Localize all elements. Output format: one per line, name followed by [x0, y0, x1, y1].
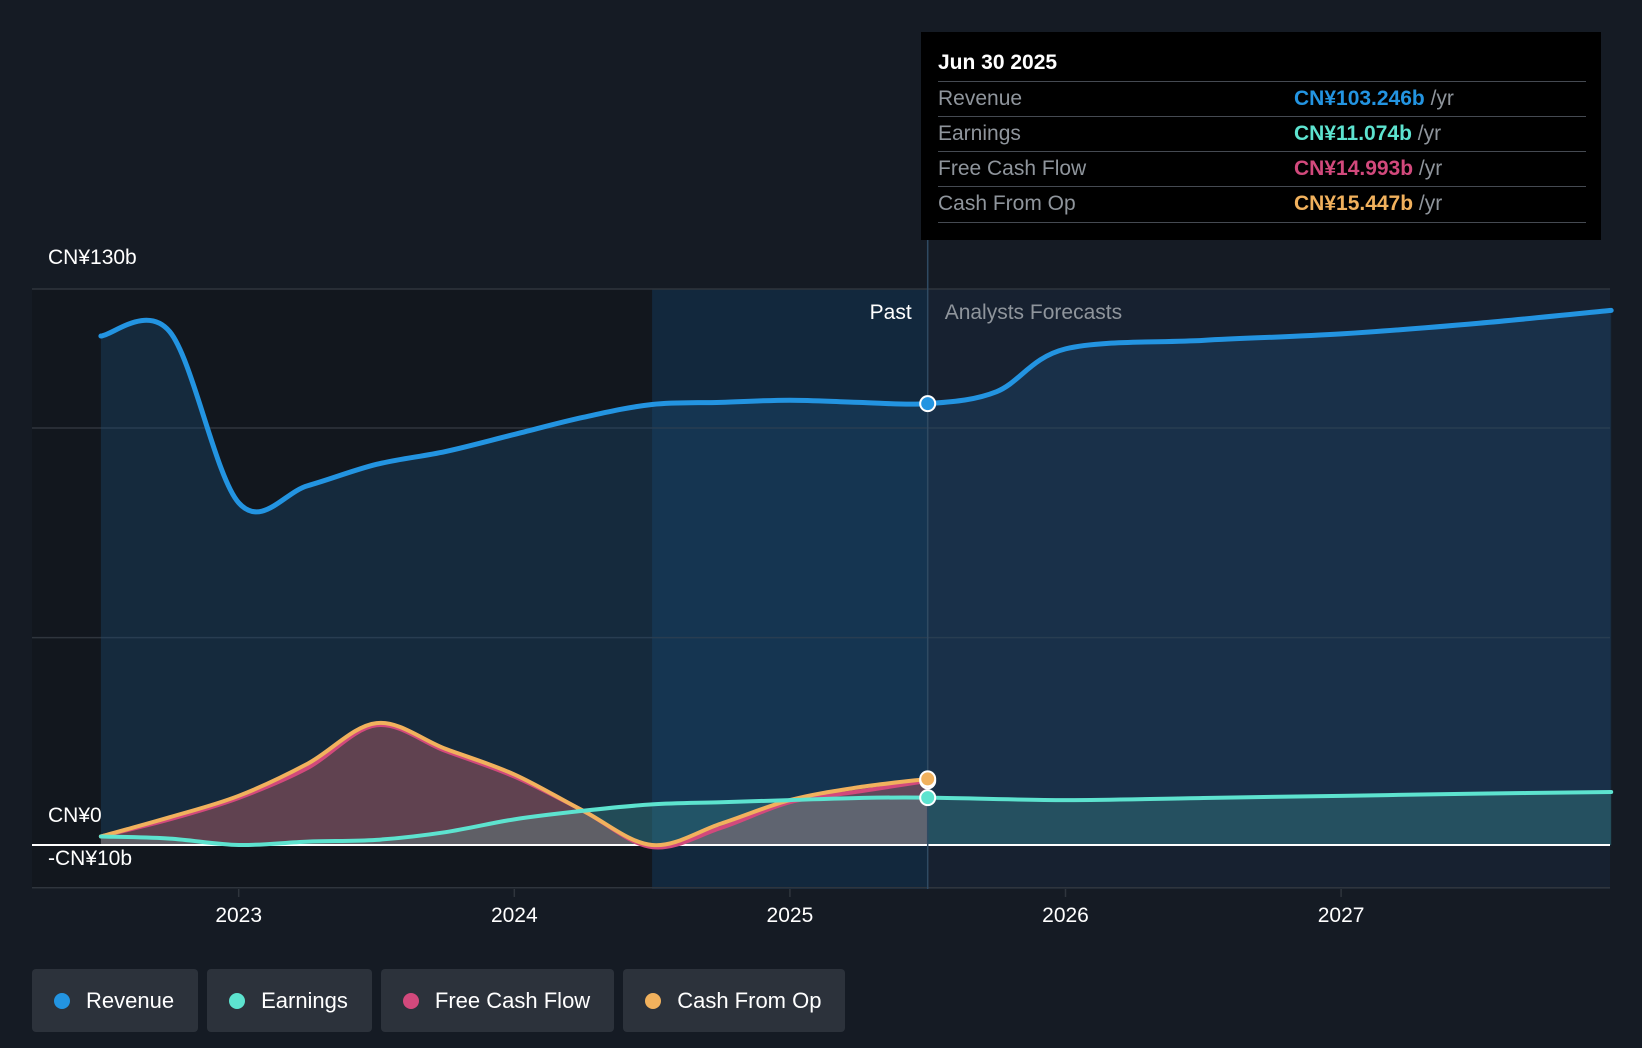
- y-axis-label: -CN¥10b: [48, 847, 132, 870]
- cash-from-op-dot-icon: [645, 992, 662, 1009]
- x-axis-label: 2027: [1318, 904, 1365, 927]
- earnings-line: [98, 789, 1614, 848]
- revenue-line: [98, 307, 1614, 515]
- series-markers: [919, 395, 937, 807]
- legend-item-free-cash-flow[interactable]: Free Cash Flow: [380, 969, 615, 1032]
- x-axis-label: 2025: [767, 904, 814, 927]
- legend-item-revenue[interactable]: Revenue: [32, 969, 199, 1032]
- legend: Revenue Earnings Free Cash Flow Cash Fro…: [32, 969, 846, 1032]
- past-label: Past: [870, 301, 912, 324]
- forecast-label: Analysts Forecasts: [945, 301, 1122, 324]
- series-lines: [98, 307, 1614, 850]
- tooltip: Jun 30 2025 Revenue CN¥103.246b /yr Earn…: [921, 32, 1601, 240]
- x-axis-label: 2023: [215, 904, 262, 927]
- y-axis-label: CN¥0: [48, 804, 102, 827]
- tooltip-value: CN¥14.993b /yr: [1294, 157, 1443, 180]
- tooltip-label: Cash From Op: [938, 192, 1076, 215]
- tooltip-value: CN¥15.447b /yr: [1294, 192, 1443, 215]
- earnings-marker: [919, 789, 937, 807]
- cash-from-op-marker: [919, 770, 937, 788]
- tooltip-row-cash-from-op: Cash From Op CN¥15.447b /yr: [938, 186, 1586, 223]
- tooltip-date: Jun 30 2025: [938, 51, 1058, 74]
- tooltip-value: CN¥11.074b /yr: [1294, 122, 1442, 145]
- tooltip-row-free-cash-flow: Free Cash Flow CN¥14.993b /yr: [938, 151, 1586, 187]
- revenue-dot-icon: [54, 992, 70, 1009]
- tooltip-value: CN¥103.246b /yr: [1294, 87, 1454, 110]
- x-axis-label: 2026: [1042, 904, 1089, 927]
- legend-item-earnings[interactable]: Earnings: [207, 969, 372, 1032]
- tooltip-row-earnings: Earnings CN¥11.074b /yr: [938, 116, 1586, 152]
- legend-item-cash-from-op[interactable]: Cash From Op: [623, 969, 846, 1032]
- tooltip-label: Earnings: [938, 122, 1021, 145]
- tooltip-row-revenue: Revenue CN¥103.246b /yr: [938, 81, 1586, 117]
- tooltip-label: Revenue: [938, 87, 1023, 110]
- forecast-region: [927, 289, 1610, 889]
- cash-from-op-area: [100, 722, 928, 846]
- x-axis-label: 2024: [491, 904, 538, 927]
- revenue-marker: [919, 395, 937, 413]
- earnings-dot-icon: [229, 992, 246, 1009]
- legend-label: Free Cash Flow: [434, 987, 591, 1013]
- free-cash-flow-area: [100, 724, 928, 848]
- earnings-area: [100, 791, 1612, 846]
- legend-label: Revenue: [86, 987, 175, 1013]
- legend-label: Earnings: [261, 987, 348, 1013]
- legend-label: Cash From Op: [677, 987, 822, 1013]
- y-axis-label: CN¥130b: [48, 246, 137, 269]
- grid-lines: [32, 288, 1610, 897]
- tooltip-label: Free Cash Flow: [938, 157, 1087, 180]
- axis-labels: CN¥130b CN¥0 -CN¥10b 2023 2024 2025 2026 2027: [48, 246, 1364, 927]
- free-cash-flow-dot-icon: [402, 992, 419, 1009]
